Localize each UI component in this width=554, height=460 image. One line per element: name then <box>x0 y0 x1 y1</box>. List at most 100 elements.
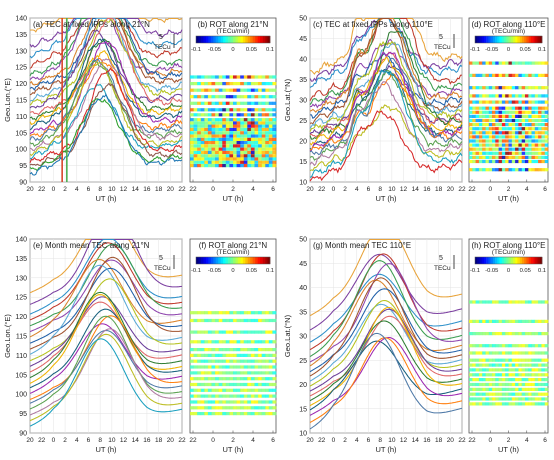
colorbar-cell <box>210 257 214 264</box>
rot-cell <box>197 365 202 369</box>
rot-cell <box>190 147 194 151</box>
rot-cell <box>521 387 526 391</box>
rot-cell <box>243 382 248 387</box>
rot-cell <box>472 94 476 98</box>
rot-cell <box>243 365 248 369</box>
rot-cell <box>215 144 219 148</box>
colorbar-cell <box>539 36 543 43</box>
rot-cell <box>225 121 230 125</box>
x-tick-label: 16 <box>143 186 151 193</box>
rot-cell <box>511 131 516 135</box>
rot-cell <box>498 332 503 336</box>
rot-cell <box>258 388 262 392</box>
series-line <box>309 299 463 387</box>
x-tick-label: 4 <box>251 437 255 444</box>
rot-cell <box>215 101 219 105</box>
rot-cell <box>254 127 259 132</box>
rot-cell <box>215 131 219 135</box>
rot-cell <box>222 150 227 155</box>
rot-cell <box>544 100 549 104</box>
y-tick-label: 50 <box>299 16 307 23</box>
rot-cell <box>541 143 545 147</box>
rot-cell <box>247 160 252 164</box>
rot-cell <box>511 351 516 355</box>
rot-cell <box>225 137 230 141</box>
rot-cell <box>531 73 536 77</box>
rot-cell <box>538 110 542 114</box>
rot-cell <box>505 147 509 151</box>
rot-cell <box>258 150 262 155</box>
rot-cell <box>261 150 266 155</box>
rot-cell <box>204 412 209 416</box>
rot-cell <box>538 159 542 164</box>
colorbar-cell <box>223 36 226 43</box>
rot-cell <box>495 131 499 135</box>
panel-title: (a) TEC at fixed IPPs along 21°N <box>33 20 150 29</box>
rot-cell <box>250 164 255 168</box>
rot-cell <box>515 382 519 387</box>
rot-cell <box>268 359 273 363</box>
rot-cell <box>495 61 499 65</box>
rot-cell <box>243 164 248 168</box>
rot-cell <box>534 139 539 143</box>
rot-cell <box>541 114 545 118</box>
rot-cell <box>243 348 248 352</box>
rot-cell <box>222 137 227 141</box>
colorbar-cell <box>475 36 478 43</box>
rot-cell <box>505 368 509 372</box>
rot-cell <box>505 143 509 147</box>
rot-cell <box>544 397 549 401</box>
rot-cell <box>222 348 227 352</box>
rot-cell <box>495 151 499 155</box>
rot-cell <box>505 123 509 127</box>
rot-cell <box>211 121 216 125</box>
colorbar-cell <box>230 257 234 264</box>
rot-cell <box>268 311 273 315</box>
rot-cell <box>528 127 532 131</box>
rot-cell <box>492 110 496 114</box>
rot-cell <box>472 118 476 123</box>
rot-cell <box>215 160 219 164</box>
rot-cell <box>190 164 194 168</box>
x-tick-label: 10 <box>388 186 396 193</box>
rot-cell <box>272 348 277 352</box>
rot-cell <box>511 123 516 127</box>
colorbar-cell <box>504 36 507 43</box>
series-line <box>309 277 463 377</box>
rot-cell <box>247 137 252 141</box>
rot-cell <box>501 382 506 387</box>
rot-cell <box>272 400 277 404</box>
rot-cell <box>472 378 476 382</box>
rot-cell <box>518 155 522 159</box>
colorbar-frame <box>474 256 543 265</box>
colorbar-tick-label: 0 <box>231 47 234 53</box>
rot-cell <box>265 131 270 135</box>
colorbar-cell <box>504 257 507 264</box>
rot-cell <box>211 394 216 398</box>
rot-cell <box>247 400 252 404</box>
rot-cell <box>265 134 270 138</box>
rot-cell <box>525 73 529 77</box>
rot-cell <box>525 363 529 367</box>
rot-cell <box>197 118 202 122</box>
rot-cell <box>534 151 539 155</box>
rot-cell <box>534 378 539 382</box>
rot-cell <box>222 113 227 117</box>
rot-cell <box>250 318 255 323</box>
series-line <box>309 253 463 331</box>
rot-cell <box>482 155 486 159</box>
rot-cell <box>515 100 519 104</box>
colorbar-unit: (TECu/min) <box>492 249 525 256</box>
series-line <box>309 279 463 367</box>
rot-cell <box>204 157 209 161</box>
rot-cell <box>190 330 194 334</box>
rot-cell <box>501 73 506 77</box>
rot-cell <box>236 412 241 416</box>
rot-cell <box>240 371 245 375</box>
rot-cell <box>254 124 259 128</box>
rot-cell <box>469 118 473 123</box>
rot-cell <box>233 371 237 375</box>
rot-cell <box>541 155 545 159</box>
rot-cell <box>472 106 476 110</box>
rot-cell <box>521 402 526 406</box>
